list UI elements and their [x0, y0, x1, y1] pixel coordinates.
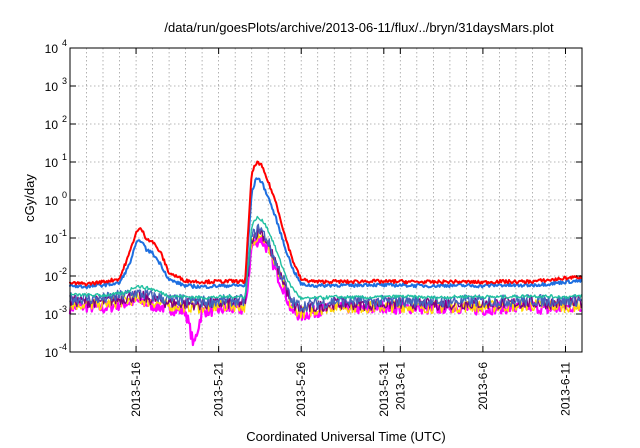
chart-title: /data/run/goesPlots/archive/2013-06-11/f… [164, 20, 554, 35]
y-tick-label: 10 [45, 42, 59, 56]
y-tick-label: 10 [45, 346, 59, 360]
y-tick-label-exponent: 3 [62, 76, 67, 86]
x-tick-label: 2013-5-31 [377, 362, 391, 417]
x-tick-label: 2013-5-16 [129, 362, 143, 417]
y-tick-label: 10 [45, 232, 59, 246]
y-tick-label: 10 [45, 80, 59, 94]
x-tick-label: 2013-5-26 [294, 362, 308, 417]
series-line [69, 223, 582, 313]
y-tick-label-exponent: 2 [62, 114, 67, 124]
x-tick-label: 2013-6-6 [476, 362, 490, 410]
y-tick-label: 10 [45, 194, 59, 208]
y-tick-label: 10 [45, 270, 59, 284]
y-tick-label-exponent: 1 [62, 152, 67, 162]
y-tick-label-exponent: -1 [59, 228, 67, 238]
x-tick-label: 2013-5-21 [212, 362, 226, 417]
y-tick-label-exponent: -2 [59, 266, 67, 276]
series-line [69, 160, 583, 287]
y-tick-label-exponent: 0 [62, 190, 67, 200]
y-tick-label: 10 [45, 308, 59, 322]
series-line [69, 225, 582, 313]
y-tick-label-exponent: -4 [59, 342, 67, 352]
y-tick-label: 10 [45, 156, 59, 170]
series-layer [68, 160, 583, 347]
y-tick-label-exponent: -3 [59, 304, 67, 314]
y-axis-label: cGy/day [22, 174, 37, 222]
series-line [69, 215, 582, 301]
y-tick-label: 10 [45, 118, 59, 132]
x-tick-label: 2013-6-11 [559, 362, 573, 416]
x-tick-label: 2013-6-1 [393, 362, 407, 410]
series-line [69, 177, 583, 290]
x-axis-label: Coordinated Universal Time (UTC) [246, 429, 445, 444]
y-tick-label-exponent: 4 [62, 38, 67, 48]
